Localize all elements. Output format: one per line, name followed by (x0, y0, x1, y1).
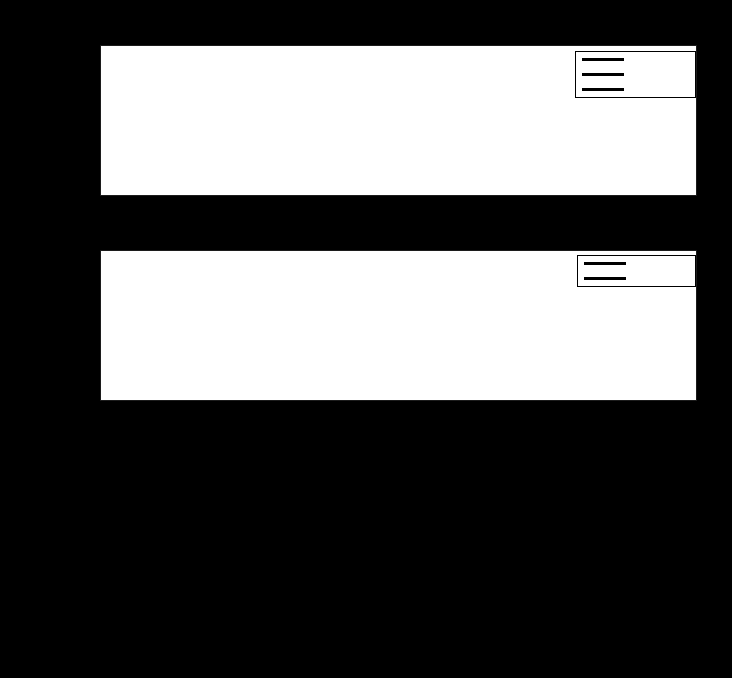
noisy-line-swatch (582, 73, 624, 76)
panel-a-plot-area (100, 45, 697, 196)
denoised-line-swatch (582, 88, 624, 91)
legend-item-clean (576, 52, 695, 67)
legend-item-pure-noise (578, 256, 695, 271)
pure-noise-line-swatch (584, 262, 626, 265)
legend-item-denoised (576, 82, 695, 97)
removed-noise-line-swatch (584, 277, 626, 280)
panel-b-curves (101, 251, 401, 401)
panel-b-plot-area (100, 250, 697, 401)
legend-item-removed-noise (578, 271, 695, 286)
panel-b-legend (577, 255, 696, 287)
panel-a-legend (575, 51, 696, 98)
legend-item-noisy (576, 67, 695, 82)
panel-a-curves (101, 46, 401, 196)
clean-line-swatch (582, 58, 624, 61)
